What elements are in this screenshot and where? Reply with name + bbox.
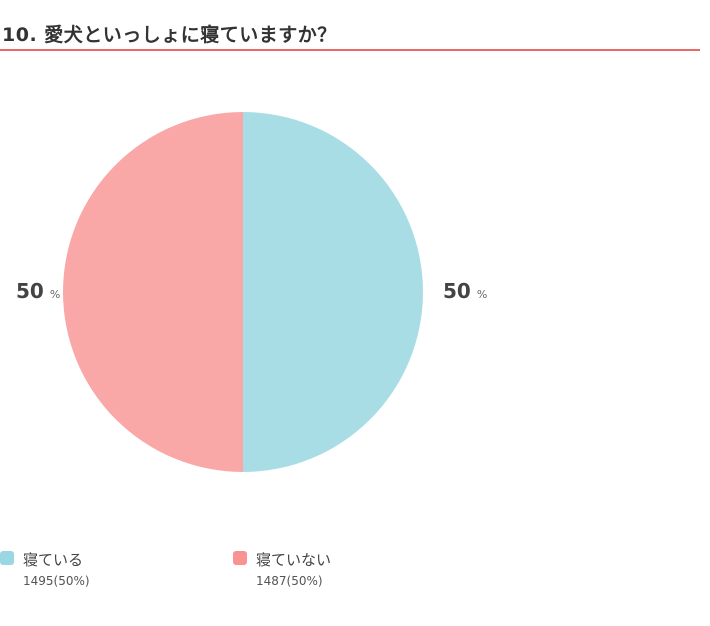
legend-swatch-icon (0, 551, 14, 565)
legend-count: 1487(50%) (256, 574, 323, 588)
legend-count: 1495(50%) (23, 574, 90, 588)
slice-label-sleeping: 50% (443, 279, 487, 303)
slice-label-value: 50 (16, 279, 44, 303)
page-title: 10. 愛犬といっしょに寝ていますか？ (2, 24, 337, 46)
slice-label-value: 50 (443, 279, 471, 303)
pie-chart (63, 112, 423, 472)
legend-label: 寝ている (23, 551, 84, 569)
title-divider (0, 49, 700, 51)
legend-label: 寝ていない (256, 551, 332, 569)
legend-swatch-icon (233, 551, 247, 565)
pie-slice-not-sleeping[interactable] (63, 112, 243, 472)
slice-label-unit: % (476, 288, 488, 301)
slice-label-unit: % (49, 288, 61, 301)
pie-slice-sleeping[interactable] (243, 112, 423, 472)
slice-label-not-sleeping: 50% (16, 279, 60, 303)
